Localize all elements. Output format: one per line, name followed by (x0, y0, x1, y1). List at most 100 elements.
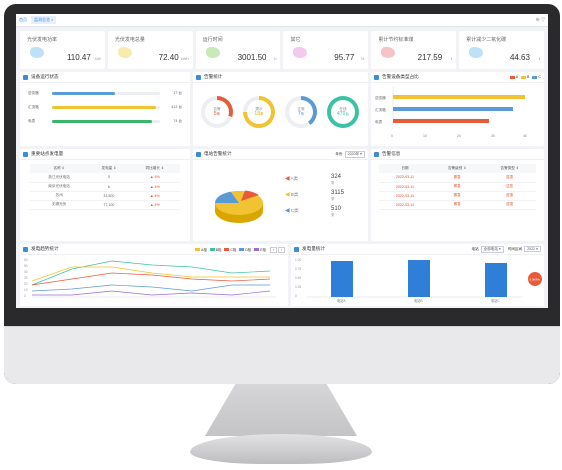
table-row[interactable]: 2022-03-11 紧急 过压 (379, 182, 536, 192)
table-row[interactable]: 无锡光伏 77,100 ▲ 4% (30, 200, 180, 210)
panel-title: 告警设备类型占比 (382, 74, 419, 79)
ring-unit: 条 (259, 112, 264, 117)
prev-page-icon[interactable]: ‹ (269, 246, 277, 253)
legend-swatch (239, 248, 245, 252)
legend-swatch (509, 75, 515, 79)
alarm-stats-panel: 告警统计 告警 5条 提示 18条 正常 7条 在线 470台 (193, 72, 368, 146)
hbar (393, 107, 513, 111)
panel-header: 设备运行状态 (20, 72, 190, 83)
device-status-panel: 设备运行状态 逆变器 17 台 汇流箱 413 台 电表 74 台 (20, 72, 190, 146)
status-bar-row: 逆变器 17 台 (28, 86, 182, 100)
table-cell: 无锡光伏 (30, 200, 89, 210)
table-row[interactable]: 2022-03-11 紧急 逆变 (379, 173, 536, 183)
panel-icon (294, 246, 299, 252)
status-bar-track (52, 119, 160, 123)
tick-label: 60 (24, 258, 28, 262)
table-row[interactable]: 南京光伏电站 6 ▲ 4% (30, 182, 180, 192)
status-bar-track (52, 105, 160, 109)
column-header[interactable]: 同比增长 ⇕ (129, 164, 180, 173)
column-header[interactable]: 名称 ⇕ (30, 164, 89, 173)
tick-label: 电站B (414, 298, 423, 303)
tab-bar: 首页 监测总览 × ⊕ ▽ (16, 14, 548, 27)
table-row[interactable]: 2022-03-11 紧急 逆变 (379, 191, 536, 201)
tab-active[interactable]: 监测总览 × (31, 16, 57, 24)
pie-legend-value: 3115 (331, 190, 344, 196)
stat-icon (293, 47, 308, 58)
pie-chart (214, 190, 264, 223)
legend-swatch (254, 248, 260, 252)
panel-title: 电站告警统计 (204, 151, 232, 156)
table-cell: ▲ 4% (129, 191, 180, 201)
tab-home[interactable]: 首页 (19, 17, 27, 22)
tab-controls-icon[interactable]: ⊕ ▽ (535, 17, 545, 23)
legend-label[interactable]: D相 (245, 247, 252, 252)
legend-label: A (515, 75, 518, 79)
stat-label: 光伏发电功率 (27, 37, 58, 43)
stat-icon (117, 47, 132, 58)
period-select[interactable]: 2022 ▾ (524, 246, 541, 252)
ring-value: 470 (337, 111, 346, 118)
table-cell: 苏州 (30, 191, 89, 201)
table-cell: ▲ 4% (129, 182, 180, 192)
panel-icon (23, 74, 28, 80)
table-row[interactable]: 苏州 33,500 ▲ 4% (30, 191, 180, 201)
table-row[interactable]: 2022-03-11 紧急 逆变 (379, 200, 536, 210)
dashboard-screen: 首页 监测总览 × ⊕ ▽ 光伏发电功率 110.47 kW 光伏发电总量 72.40… (16, 14, 548, 308)
status-bar-label: 汇流箱 (28, 104, 39, 109)
station-select[interactable]: 全部电站 ▾ (480, 245, 504, 253)
hbar (393, 119, 489, 123)
table-row[interactable]: 浙江光伏电站 5 ▲ 4% (30, 173, 180, 183)
status-bar-label: 电表 (28, 118, 36, 123)
total-badge[interactable] (528, 272, 542, 286)
ring-unit: 条 (216, 112, 221, 117)
monitor-chin (4, 326, 560, 384)
tick-label: 40 (523, 134, 527, 138)
legend-label[interactable]: B相 (215, 247, 222, 252)
stat-card: 光伏发电总量 72.40 kWh (107, 31, 193, 69)
stat-unit: t (538, 56, 540, 61)
table-cell: 南京光伏电站 (30, 182, 89, 192)
legend-swatch (520, 75, 526, 79)
tick-label: 10 (423, 134, 427, 138)
legend-label[interactable]: A相 (201, 247, 207, 252)
table-cell: 紧急 (430, 200, 484, 210)
ring-value: 7 (297, 111, 301, 118)
column-header[interactable]: 日期 (379, 164, 431, 173)
table-header-row: 名称 ⇕ 发电量 ⇕ 同比增长 ⇕ (30, 164, 180, 173)
table-cell: 2022-03-11 (379, 173, 431, 183)
panel-header: 发电量统计 电站 全部电站 ▾ 时间区间 2022 ▾ (291, 244, 544, 255)
pie-legend-item: ◀ C类 510条 (285, 206, 341, 217)
tick-label: 0 (24, 294, 26, 298)
stat-icon (469, 47, 484, 58)
stat-value: 3001.50 (237, 53, 267, 62)
tick-label: 电站A (337, 298, 346, 303)
legend-label[interactable]: E相 (260, 247, 266, 252)
stat-icon (30, 47, 44, 58)
tick-label: 10 (24, 288, 28, 292)
alarm-type-panel: 告警设备类型占比 A B C 逆变器 汇流箱 电表 0 10 20 30 40 (371, 72, 544, 146)
stat-value: 72.40 (158, 53, 179, 62)
column-header[interactable]: 告警类型 ⇕ (483, 164, 536, 173)
column-header[interactable]: 发电量 ⇕ (88, 164, 130, 173)
legend-swatch (209, 248, 215, 252)
ring-unit: 条 (300, 112, 305, 117)
total-badge-label: 6.0kWh (530, 278, 541, 282)
table-cell: 紧急 (430, 191, 484, 201)
stat-label: 累计节约标准煤 (378, 37, 414, 43)
bar-chart: 1.00 0.75 0.50 0.25 0 电站A 电站B 电站C 6.0kWh (295, 258, 542, 303)
legend-label[interactable]: C相 (230, 247, 237, 252)
tick-label: 30 (491, 134, 495, 138)
ring-value: 18 (254, 111, 260, 118)
pie-legend-item: ◀ B类 3115条 (285, 190, 344, 201)
panel-icon (196, 74, 201, 80)
stat-value: 44.63 (509, 53, 530, 62)
stat-label: 运行时间 (202, 37, 223, 43)
year-select[interactable]: 2020年 ▾ (344, 150, 365, 158)
stat-card: 运行时间 3001.50 h (195, 31, 281, 69)
hbar-chart: 逆变器 汇流箱 电表 0 10 20 30 40 (375, 87, 527, 138)
pie-legend-unit: 条 (331, 213, 335, 217)
next-page-icon[interactable]: › (277, 246, 285, 253)
station-alarm-panel: 电站告警统计 年份 2020年 ▾ ◀ A类 324条 ◀ B类 3115条 ◀ C类… (193, 149, 368, 241)
panel-title: 重要站点发电量 (31, 151, 64, 156)
column-header[interactable]: 告警级别 ⇕ (430, 164, 484, 173)
